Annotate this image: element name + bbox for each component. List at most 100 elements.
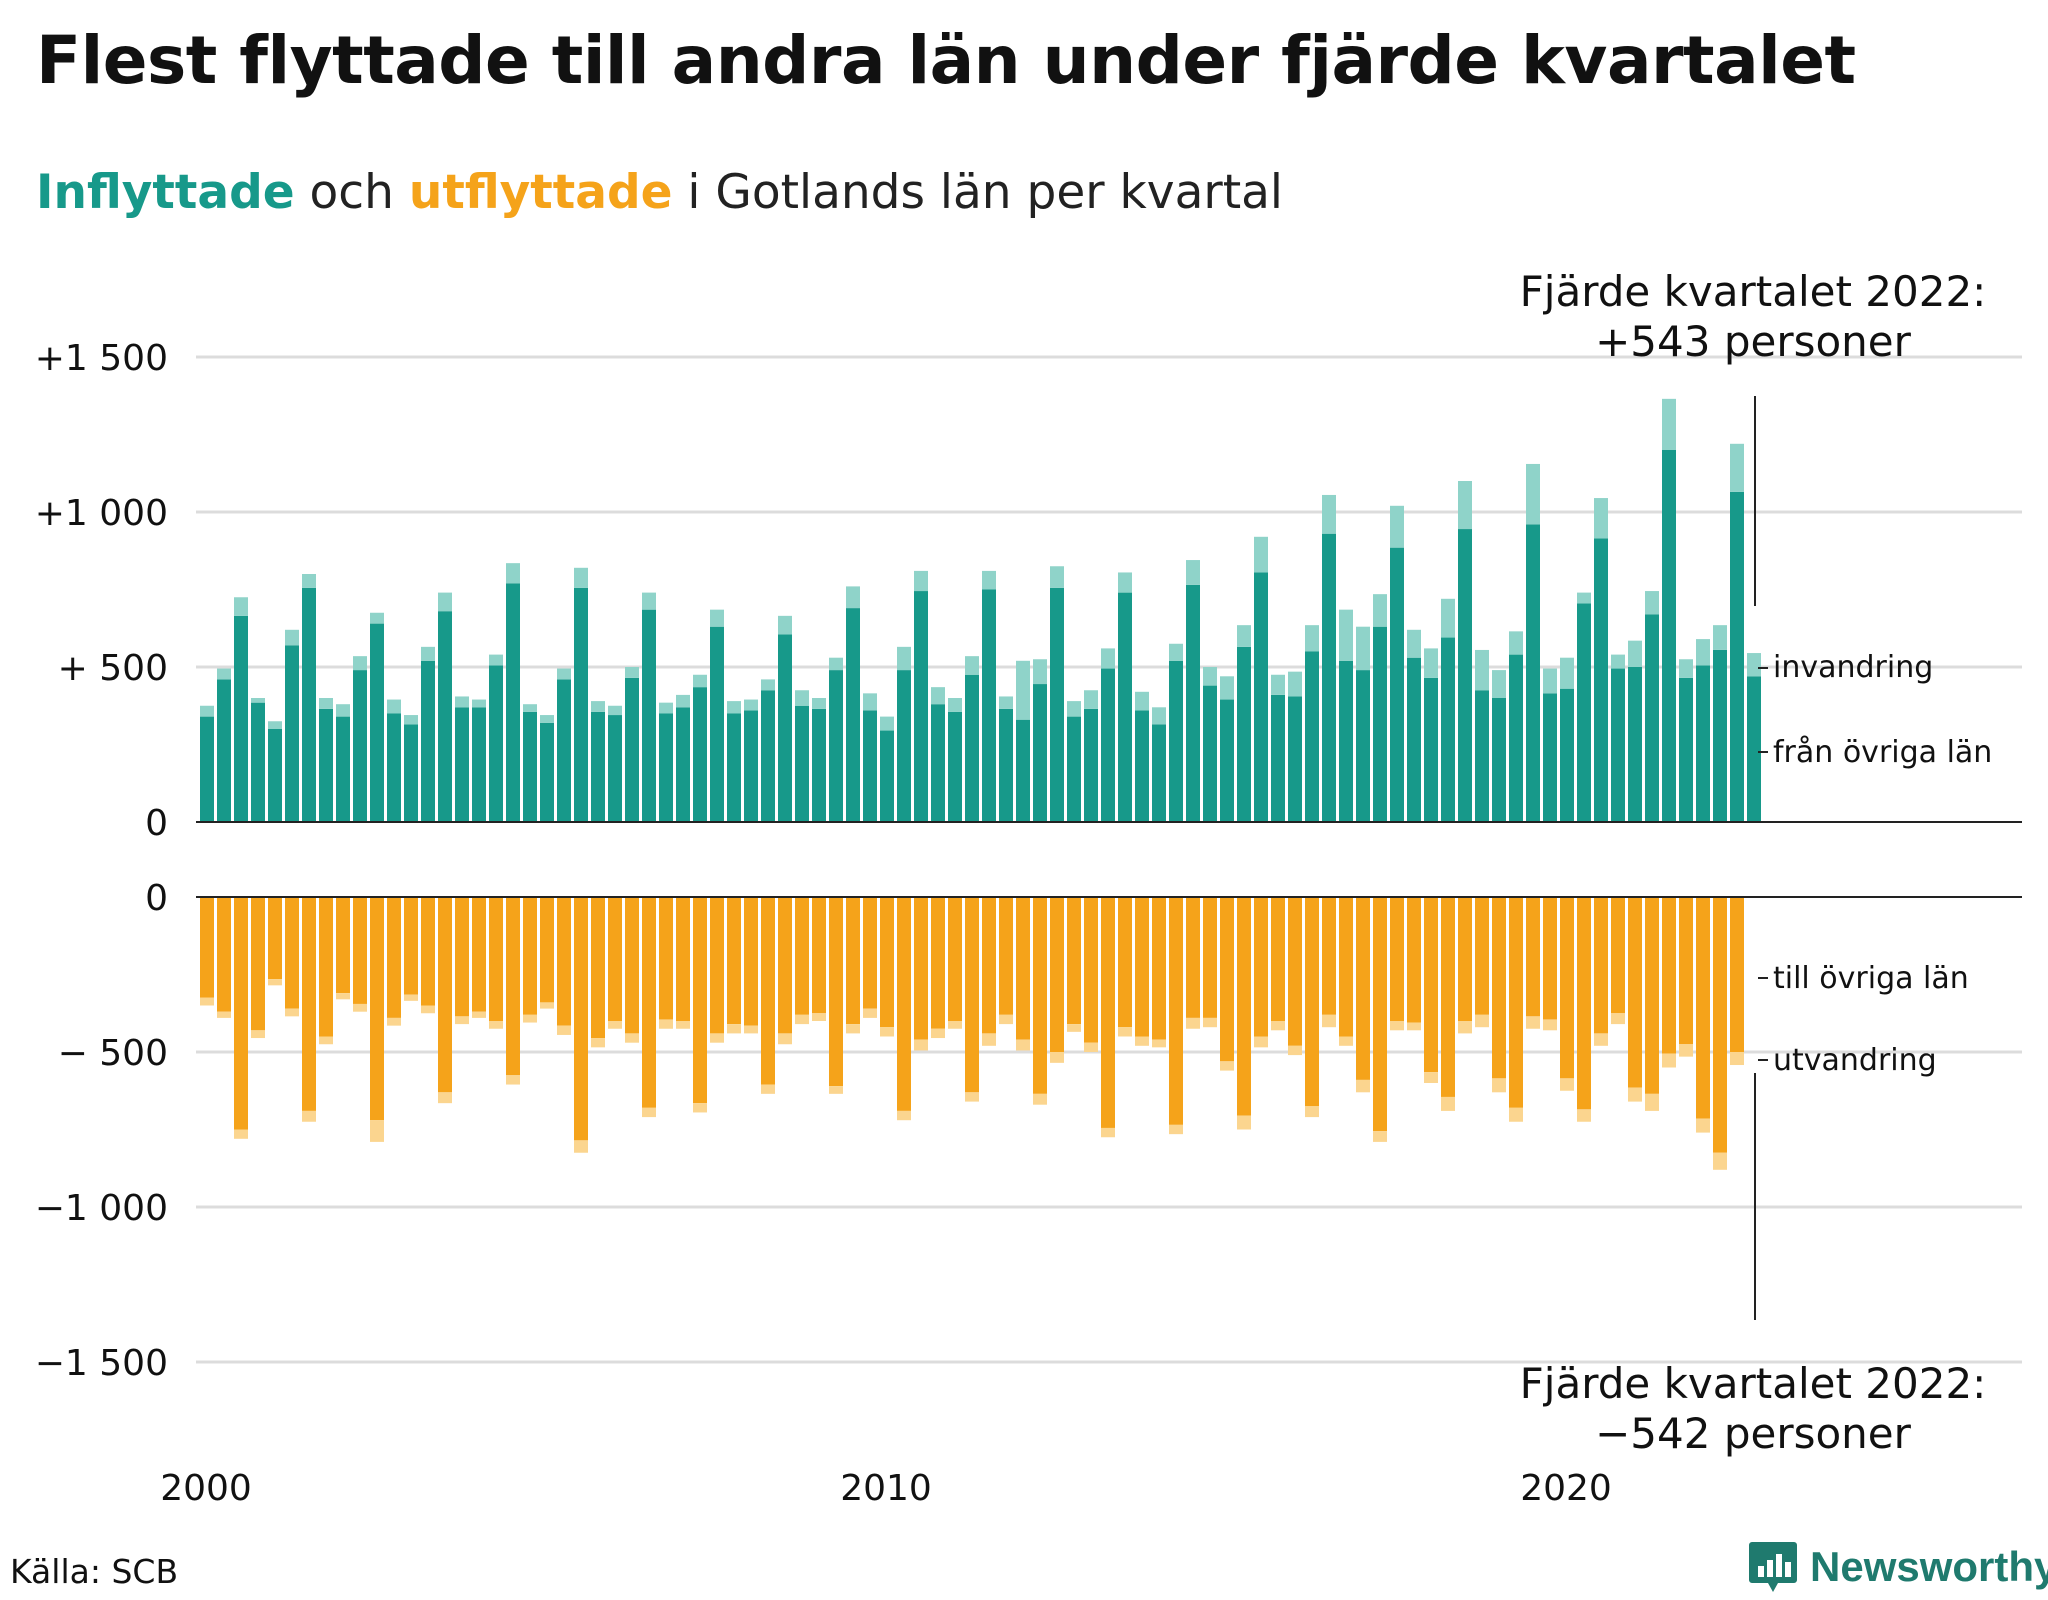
bar-invandring bbox=[1050, 566, 1064, 588]
bar-fran-ovriga-lan bbox=[1339, 660, 1353, 822]
bar-fran-ovriga-lan bbox=[404, 724, 418, 822]
bar-till-ovriga-lan bbox=[1492, 897, 1506, 1079]
bar-fran-ovriga-lan bbox=[1220, 699, 1234, 822]
bar-fran-ovriga-lan bbox=[1679, 677, 1693, 822]
bar-fran-ovriga-lan bbox=[1118, 592, 1132, 822]
bar-fran-ovriga-lan bbox=[1305, 651, 1319, 822]
bar-invandring bbox=[659, 702, 673, 714]
bar-utvandring bbox=[472, 1011, 486, 1018]
bar-invandring bbox=[812, 698, 826, 709]
bar-invandring bbox=[200, 705, 214, 717]
bar-utvandring bbox=[1509, 1107, 1523, 1122]
bar-invandring bbox=[829, 657, 843, 671]
bar-till-ovriga-lan bbox=[1679, 897, 1693, 1045]
bar-fran-ovriga-lan bbox=[897, 670, 911, 822]
bar-till-ovriga-lan bbox=[693, 897, 707, 1104]
bar-fran-ovriga-lan bbox=[812, 708, 826, 822]
bar-fran-ovriga-lan bbox=[1237, 646, 1251, 822]
bar-utvandring bbox=[336, 993, 350, 1000]
bar-till-ovriga-lan bbox=[1186, 897, 1200, 1018]
bar-fran-ovriga-lan bbox=[217, 679, 231, 822]
newsworthy-logo-icon bbox=[1749, 1542, 1797, 1592]
bar-till-ovriga-lan bbox=[1101, 897, 1115, 1128]
bar-fran-ovriga-lan bbox=[846, 608, 860, 822]
bar-fran-ovriga-lan bbox=[1424, 677, 1438, 822]
bar-utvandring bbox=[489, 1021, 503, 1029]
bar-fran-ovriga-lan bbox=[472, 707, 486, 822]
bar-fran-ovriga-lan bbox=[693, 687, 707, 822]
bar-fran-ovriga-lan bbox=[336, 716, 350, 822]
bar-fran-ovriga-lan bbox=[829, 670, 843, 822]
bar-fran-ovriga-lan bbox=[1203, 685, 1217, 822]
bar-invandring bbox=[1577, 592, 1591, 604]
bars-bottom bbox=[200, 897, 1744, 1170]
bar-invandring bbox=[574, 567, 588, 588]
bar-till-ovriga-lan bbox=[1237, 897, 1251, 1116]
bar-fran-ovriga-lan bbox=[1254, 572, 1268, 822]
bar-till-ovriga-lan bbox=[1390, 897, 1404, 1021]
bar-invandring bbox=[1237, 625, 1251, 647]
bar-till-ovriga-lan bbox=[999, 897, 1013, 1015]
bar-invandring bbox=[523, 704, 537, 712]
bar-invandring bbox=[1747, 653, 1761, 677]
bar-invandring bbox=[1203, 667, 1217, 686]
bar-utvandring bbox=[1594, 1033, 1608, 1046]
bar-invandring bbox=[1373, 594, 1387, 627]
bar-invandring bbox=[455, 696, 469, 708]
bar-utvandring bbox=[251, 1030, 265, 1039]
annotations: invandring från övriga län till övriga l… bbox=[196, 267, 2022, 1458]
bar-fran-ovriga-lan bbox=[319, 708, 333, 822]
bar-utvandring bbox=[1271, 1021, 1285, 1031]
bar-till-ovriga-lan bbox=[863, 897, 877, 1009]
bar-till-ovriga-lan bbox=[370, 897, 384, 1121]
label-till-ovriga-lan: till övriga län bbox=[1773, 961, 1969, 996]
bar-till-ovriga-lan bbox=[1050, 897, 1064, 1052]
bar-fran-ovriga-lan bbox=[1067, 716, 1081, 822]
bar-till-ovriga-lan bbox=[642, 897, 656, 1108]
bar-till-ovriga-lan bbox=[336, 897, 350, 994]
bar-till-ovriga-lan bbox=[676, 897, 690, 1021]
bar-invandring bbox=[1339, 609, 1353, 661]
bar-fran-ovriga-lan bbox=[268, 729, 282, 822]
bar-fran-ovriga-lan bbox=[642, 609, 656, 822]
y-tick-label-top: +1 000 bbox=[35, 493, 168, 534]
bar-fran-ovriga-lan bbox=[1475, 690, 1489, 822]
bar-utvandring bbox=[761, 1084, 775, 1094]
bar-utvandring bbox=[574, 1140, 588, 1153]
bar-till-ovriga-lan bbox=[200, 897, 214, 998]
bar-fran-ovriga-lan bbox=[676, 707, 690, 822]
bar-fran-ovriga-lan bbox=[353, 670, 367, 822]
bar-till-ovriga-lan bbox=[625, 897, 639, 1034]
bar-invandring bbox=[608, 705, 622, 716]
bar-utvandring bbox=[1390, 1021, 1404, 1031]
bar-till-ovriga-lan bbox=[506, 897, 520, 1076]
bar-fran-ovriga-lan bbox=[1373, 626, 1387, 822]
bar-invandring bbox=[472, 699, 486, 708]
x-tick-label: 2000 bbox=[160, 1468, 252, 1509]
bar-till-ovriga-lan bbox=[1560, 897, 1574, 1079]
bar-till-ovriga-lan bbox=[846, 897, 860, 1025]
y-ticks: 0 + 500 +1 000 +1 500 0 − 500 −1 000 −1 500 bbox=[35, 338, 168, 1384]
bar-till-ovriga-lan bbox=[1169, 897, 1183, 1125]
bar-utvandring bbox=[1101, 1127, 1115, 1138]
bar-fran-ovriga-lan bbox=[1509, 654, 1523, 822]
bar-invandring bbox=[1560, 657, 1574, 689]
bar-till-ovriga-lan bbox=[1339, 897, 1353, 1037]
bar-fran-ovriga-lan bbox=[965, 674, 979, 822]
bar-utvandring bbox=[438, 1092, 452, 1104]
bar-invandring bbox=[744, 699, 758, 711]
bar-invandring bbox=[1696, 639, 1710, 666]
bar-fran-ovriga-lan bbox=[880, 730, 894, 822]
bar-till-ovriga-lan bbox=[404, 897, 418, 995]
bar-utvandring bbox=[1526, 1016, 1540, 1029]
bar-till-ovriga-lan bbox=[1526, 897, 1540, 1017]
bar-utvandring bbox=[1730, 1052, 1744, 1066]
bar-till-ovriga-lan bbox=[1135, 897, 1149, 1037]
bar-till-ovriga-lan bbox=[438, 897, 452, 1093]
y-tick-label-top: + 500 bbox=[58, 648, 168, 689]
bar-fran-ovriga-lan bbox=[251, 702, 265, 822]
bar-utvandring bbox=[812, 1013, 826, 1021]
bar-fran-ovriga-lan bbox=[1152, 724, 1166, 822]
bar-invandring bbox=[217, 668, 231, 680]
bar-fran-ovriga-lan bbox=[1441, 637, 1455, 822]
